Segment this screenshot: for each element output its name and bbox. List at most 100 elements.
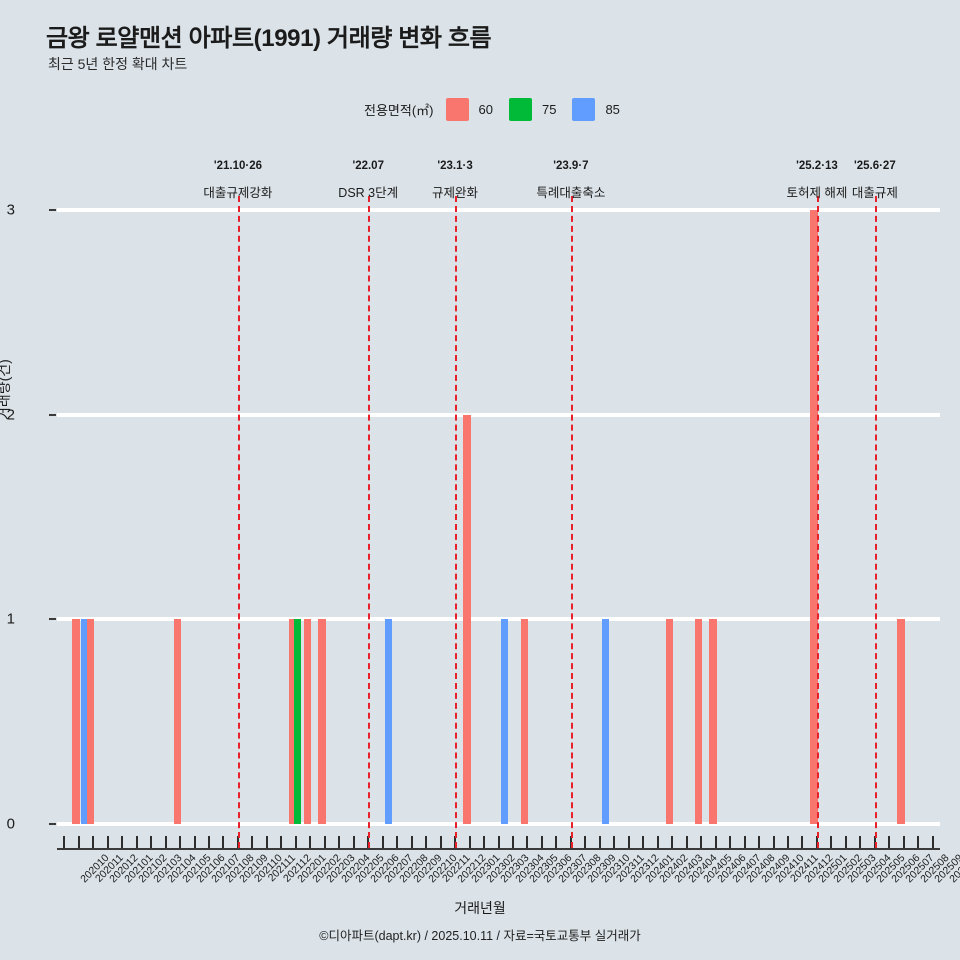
x-tick-mark [280, 836, 283, 848]
x-tick-mark [179, 836, 182, 848]
x-tick-mark [917, 836, 920, 848]
x-tick-mark [656, 836, 659, 848]
event-line-202301 [455, 196, 458, 848]
bar-202502-60[interactable] [810, 210, 818, 824]
event-name-label: 특례대출축소 [536, 186, 606, 200]
x-tick-mark [121, 836, 124, 848]
x-tick-mark [526, 836, 529, 848]
y-tick-mark [49, 209, 56, 211]
x-tick-mark [63, 836, 66, 848]
x-tick-mark [729, 836, 732, 848]
x-tick-mark [931, 836, 934, 848]
x-tick-mark [642, 836, 645, 848]
bar-202203-60[interactable] [303, 619, 312, 824]
event-line-202506 [874, 196, 877, 848]
x-tick-mark [902, 836, 905, 848]
y-tick-label-2: 2 [6, 406, 15, 424]
event-name-label: 토허제 해제 [786, 186, 848, 200]
event-date-label: '23.1·3 [437, 160, 473, 172]
bar-202106-60[interactable] [173, 619, 182, 824]
y-tick-mark [49, 413, 56, 416]
y-tick-label-1: 1 [6, 610, 15, 628]
x-tick-mark [584, 836, 587, 848]
legend-label: 60 [478, 101, 493, 117]
page-title: 금왕 로얄맨션 아파트(1991) 거래량 변화 흐름 [46, 25, 492, 52]
bar-202304-85[interactable] [500, 619, 509, 824]
legend-swatch-icon [508, 97, 532, 121]
x-tick-mark [511, 836, 514, 848]
x-tick-mark [439, 836, 442, 848]
bar-202011-85[interactable] [80, 619, 89, 824]
x-tick-mark [671, 836, 674, 848]
x-tick-mark [685, 836, 688, 848]
x-tick-mark [323, 836, 326, 848]
x-tick-mark [830, 836, 833, 848]
x-tick-mark [613, 836, 616, 848]
bar-202311-85[interactable] [601, 619, 610, 824]
x-tick-mark [497, 836, 500, 848]
x-tick-mark [627, 836, 630, 848]
legend-item-75[interactable]: 75 [508, 97, 556, 121]
bar-202208-85[interactable] [384, 619, 393, 824]
x-tick-mark [77, 836, 80, 848]
x-tick-mark [540, 836, 543, 848]
x-tick-mark [483, 836, 486, 848]
x-tick-mark [758, 836, 761, 848]
gridline-y-1 [57, 617, 940, 622]
x-tick-mark [425, 836, 428, 848]
x-tick-mark [381, 836, 384, 848]
x-tick-mark [396, 836, 399, 848]
bar-202202-60[interactable] [289, 619, 297, 824]
bar-202012-60[interactable] [86, 619, 95, 824]
bar-202302-60[interactable] [463, 414, 471, 824]
x-tick-mark [92, 836, 95, 848]
x-tick-mark [309, 836, 312, 848]
y-tick-mark [49, 618, 56, 621]
event-date-label: '25.6·27 [853, 160, 896, 172]
legend-item-85[interactable]: 85 [572, 97, 620, 121]
x-axis-line [57, 848, 940, 850]
bar-202406-60[interactable] [694, 619, 703, 824]
legend-label: 85 [605, 101, 620, 117]
x-tick-mark [598, 836, 601, 848]
x-tick-mark [468, 836, 471, 848]
x-tick-mark [801, 836, 804, 848]
x-tick-mark [410, 836, 413, 848]
legend-item-60[interactable]: 60 [445, 97, 493, 121]
x-tick-mark [859, 836, 862, 848]
x-tick-mark [772, 836, 775, 848]
legend-title: 전용면적(㎡) [364, 102, 434, 118]
bar-202407-60[interactable] [709, 619, 717, 824]
bar-202306-60[interactable] [520, 619, 529, 824]
event-line-202110 [237, 196, 240, 848]
bar-202404-60[interactable] [665, 619, 674, 824]
x-tick-mark [294, 836, 297, 848]
x-tick-mark [265, 836, 268, 848]
x-tick-mark [555, 836, 558, 848]
gridline-y-2 [57, 412, 940, 417]
x-tick-mark [207, 836, 210, 848]
x-tick-mark [888, 836, 891, 848]
event-line-202502 [816, 196, 819, 848]
event-name-label: 대출규제 [851, 186, 898, 200]
bar-202011-60[interactable] [72, 619, 80, 824]
bar-202202-75[interactable] [293, 619, 302, 824]
gridline-y-0 [57, 822, 940, 826]
y-axis-title: 거래량(건) [0, 359, 12, 420]
x-tick-mark [193, 836, 196, 848]
x-tick-mark [787, 836, 789, 848]
event-name-label: DSR 3단계 [338, 186, 399, 200]
chart-legend: 전용면적(㎡) 60 75 85 [364, 97, 636, 121]
bar-202204-60[interactable] [318, 619, 326, 824]
x-tick-mark [135, 836, 138, 848]
bar-202508-60[interactable] [897, 619, 905, 824]
x-axis-title: 거래년월 [454, 900, 506, 916]
x-tick-mark [743, 836, 746, 848]
event-date-label: '23.9·7 [553, 160, 589, 172]
gridline-y-3 [57, 208, 940, 212]
x-tick-mark [338, 836, 341, 848]
legend-swatch-icon [572, 97, 596, 121]
footer-credit: ©디아파트(dapt.kr) / 2025.10.11 / 자료=국토교통부 실… [319, 929, 641, 943]
x-tick-mark [714, 836, 717, 848]
